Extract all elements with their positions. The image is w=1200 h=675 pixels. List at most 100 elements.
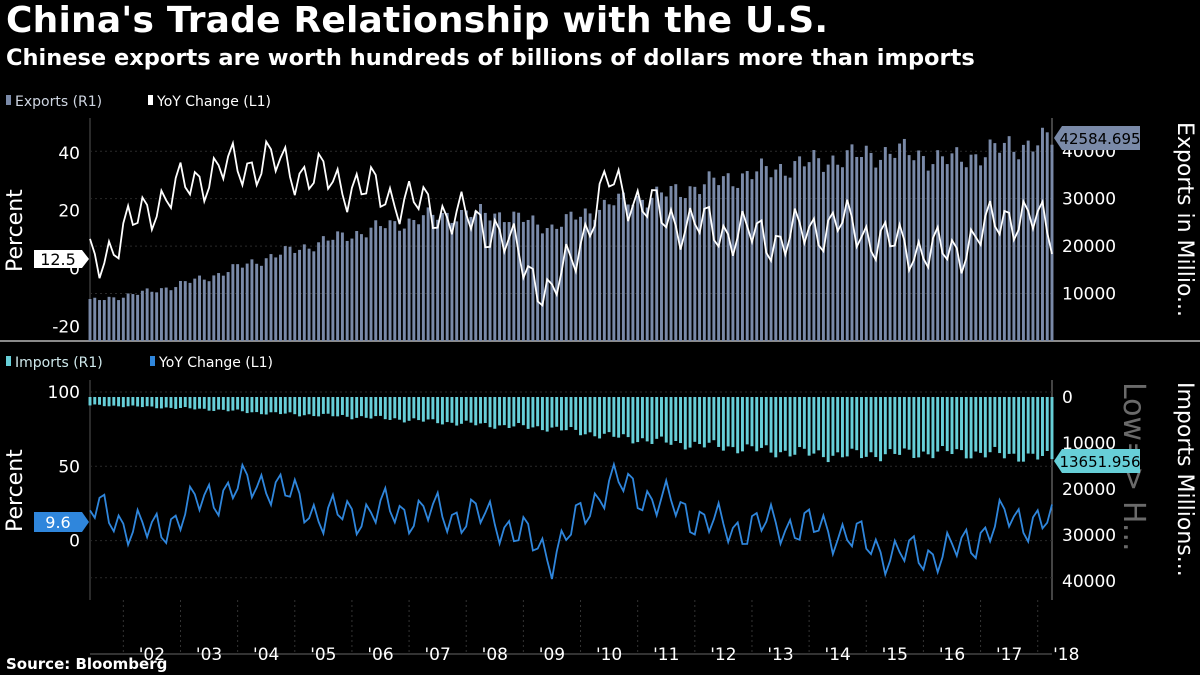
imports-bar — [479, 397, 482, 424]
exports-bar — [255, 263, 259, 341]
exports-bar — [636, 195, 640, 341]
imports-bar — [340, 397, 344, 415]
exports-bar — [379, 226, 382, 341]
imports-bar — [1036, 397, 1040, 460]
exports-bar — [398, 230, 402, 341]
exports-bar — [574, 219, 578, 341]
exports-bar — [660, 192, 663, 341]
imports-bar — [502, 397, 506, 426]
exports-bar — [855, 156, 859, 341]
imports-bar — [674, 397, 678, 442]
bottom-imports-last-label: 13651.956 — [1059, 453, 1140, 471]
imports-bar — [283, 397, 287, 414]
imports-bar — [121, 397, 125, 408]
exports-bar — [269, 254, 273, 341]
x-tick-label: '10 — [596, 645, 622, 665]
imports-bar — [826, 397, 830, 463]
imports-bar — [1026, 397, 1030, 454]
imports-bar — [569, 397, 573, 428]
exports-bar — [893, 157, 897, 341]
exports-bar — [483, 212, 487, 341]
exports-bar — [493, 213, 497, 341]
imports-bar — [221, 397, 225, 410]
imports-bar — [931, 397, 935, 459]
x-tick-label: '07 — [424, 645, 450, 665]
imports-bar — [731, 397, 735, 448]
top-right-tick: 30000 — [1062, 190, 1116, 210]
exports-bar — [383, 228, 387, 341]
exports-bar — [993, 143, 997, 341]
imports-bar — [398, 397, 402, 420]
imports-bar — [507, 397, 511, 428]
exports-bar — [836, 164, 840, 341]
exports-bar — [302, 244, 306, 341]
exports-bar — [669, 186, 673, 341]
exports-bar — [617, 193, 621, 341]
x-tick-labels: '02 '03 '04 '05 '06 '07 '08 '09 '10 '11 '12 '13 '14 '… — [122, 600, 1079, 665]
imports-bar — [359, 397, 363, 417]
x-tick-label: '15 — [882, 645, 908, 665]
exports-bar — [1031, 151, 1035, 341]
top-left-tick: 40 — [58, 144, 80, 164]
exports-bar — [136, 294, 140, 341]
imports-bar — [540, 397, 544, 431]
imports-bar — [250, 397, 254, 413]
top-legend: Exports (R1) YoY Change (L1) — [6, 94, 271, 110]
imports-bar — [683, 397, 687, 450]
imports-bar — [774, 397, 778, 458]
imports-bar — [688, 397, 692, 448]
exports-bar — [283, 246, 287, 341]
imports-bar — [864, 397, 868, 457]
imports-bar — [669, 397, 673, 445]
exports-bar — [202, 279, 206, 341]
exports-bar — [1007, 136, 1011, 341]
imports-bar — [793, 397, 797, 455]
imports-bar — [279, 397, 282, 415]
imports-bar — [1017, 397, 1021, 462]
chart-title: China's Trade Relationship with the U.S. — [6, 0, 829, 41]
x-tick-label: '16 — [939, 645, 965, 665]
imports-bar — [631, 397, 635, 444]
exports-bar — [445, 212, 449, 341]
bottom-left-last-value-badge: 9.6 — [34, 512, 89, 532]
x-tick-label: '09 — [539, 645, 565, 665]
imports-bar — [626, 397, 630, 438]
exports-bar — [479, 204, 482, 341]
exports-bar — [217, 273, 221, 341]
imports-bar — [664, 397, 668, 443]
legend-exports-yoy: YoY Change (L1) — [156, 94, 271, 110]
exports-bar — [555, 228, 559, 341]
imports-bar — [760, 397, 763, 448]
exports-bar — [326, 240, 330, 341]
imports-bar — [150, 397, 154, 407]
imports-bar — [936, 397, 940, 452]
exports-bar — [331, 239, 335, 341]
imports-bar — [979, 397, 983, 453]
imports-bar — [640, 397, 644, 439]
exports-bar — [198, 275, 202, 341]
exports-bar — [969, 154, 973, 341]
exports-bar — [1050, 144, 1054, 341]
imports-bar — [650, 397, 654, 444]
imports-bar — [974, 397, 978, 452]
exports-bar — [150, 291, 154, 341]
exports-bar — [359, 234, 363, 341]
imports-bar — [926, 397, 930, 455]
imports-bar — [412, 397, 416, 419]
exports-bar — [612, 205, 616, 341]
imports-bar — [993, 397, 997, 447]
imports-bar — [845, 397, 849, 457]
exports-bar — [579, 216, 582, 341]
exports-bar — [607, 204, 611, 341]
imports-bar — [817, 397, 821, 451]
bottom-left-tick: 100 — [48, 383, 80, 403]
exports-bar — [931, 164, 935, 341]
imports-bar — [393, 397, 397, 419]
x-tick-label: '06 — [367, 645, 393, 665]
imports-bar — [426, 397, 430, 420]
exports-bar — [259, 265, 263, 341]
imports-bar — [1050, 397, 1054, 460]
exports-bar — [983, 157, 987, 341]
exports-bar — [179, 280, 182, 341]
